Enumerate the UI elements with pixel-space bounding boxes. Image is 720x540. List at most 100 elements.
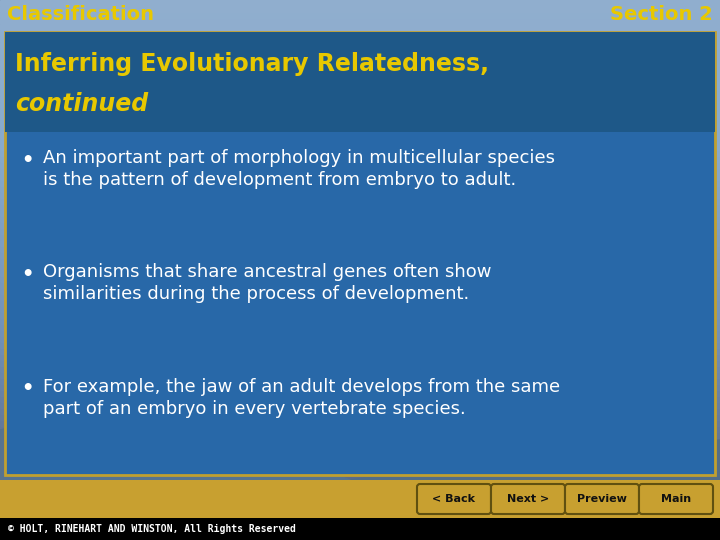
Text: is the pattern of development from embryo to adult.: is the pattern of development from embry… [43, 171, 516, 189]
Bar [0, 492, 720, 495]
Bar [0, 78, 720, 84]
Bar [0, 0, 720, 30]
Text: •: • [21, 151, 33, 170]
Bar [0, 354, 720, 360]
Text: •: • [21, 379, 33, 399]
Bar [0, 234, 720, 240]
Bar [0, 60, 720, 66]
Text: Classification: Classification [7, 5, 154, 24]
Bar [0, 204, 720, 210]
Bar [0, 426, 720, 432]
Bar [0, 414, 720, 420]
FancyBboxPatch shape [491, 484, 565, 514]
Bar [0, 531, 720, 534]
FancyBboxPatch shape [565, 484, 639, 514]
Bar [0, 108, 720, 114]
Bar [0, 0, 720, 6]
Bar [0, 384, 720, 390]
Bar [0, 144, 720, 150]
Bar [0, 54, 720, 60]
Bar [0, 360, 720, 366]
Bar [0, 528, 720, 531]
Bar [0, 480, 720, 518]
Bar [0, 168, 720, 174]
Bar [0, 66, 720, 72]
Bar [0, 156, 720, 162]
Bar [0, 372, 720, 378]
Bar [0, 90, 720, 96]
Bar [0, 525, 720, 528]
Bar [0, 150, 720, 156]
Bar [0, 222, 720, 228]
Bar [0, 498, 720, 501]
Bar [0, 324, 720, 330]
FancyBboxPatch shape [639, 484, 713, 514]
Bar [0, 120, 720, 126]
Bar [0, 42, 720, 48]
Text: Next >: Next > [507, 494, 549, 504]
Text: continued: continued [15, 92, 148, 116]
Bar [0, 534, 720, 537]
Bar [0, 162, 720, 168]
Bar [0, 504, 720, 507]
Bar [0, 396, 720, 402]
Bar [0, 270, 720, 276]
Bar [0, 6, 720, 12]
Bar [0, 30, 720, 36]
Bar [0, 210, 720, 216]
Bar [0, 516, 720, 519]
Bar [0, 186, 720, 192]
Bar [0, 450, 720, 456]
Bar [0, 489, 720, 492]
Bar [0, 402, 720, 408]
Bar [0, 519, 720, 522]
Text: •: • [21, 265, 33, 284]
Bar [0, 192, 720, 198]
Text: An important part of morphology in multicellular species: An important part of morphology in multi… [43, 149, 555, 167]
Bar [0, 276, 720, 282]
Bar [0, 480, 720, 483]
Text: Organisms that share ancestral genes often show: Organisms that share ancestral genes oft… [43, 264, 492, 281]
Text: For example, the jaw of an adult develops from the same: For example, the jaw of an adult develop… [43, 378, 560, 396]
Bar [0, 513, 720, 516]
Bar [0, 114, 720, 120]
Bar [0, 537, 720, 540]
Text: Section 2: Section 2 [611, 5, 713, 24]
Bar [5, 32, 715, 475]
Polygon shape [350, 440, 720, 480]
Bar [0, 24, 720, 30]
Bar [0, 48, 720, 54]
Bar [0, 180, 720, 186]
Bar [0, 96, 720, 102]
Text: Inferring Evolutionary Relatedness,: Inferring Evolutionary Relatedness, [15, 52, 489, 76]
Text: < Back: < Back [433, 494, 475, 504]
Bar [0, 522, 720, 525]
Bar [0, 246, 720, 252]
Bar [0, 444, 720, 450]
Bar [0, 126, 720, 132]
Bar [0, 501, 720, 504]
Text: © HOLT, RINEHART AND WINSTON, All Rights Reserved: © HOLT, RINEHART AND WINSTON, All Rights… [8, 524, 296, 534]
Bar [0, 507, 720, 510]
Bar [0, 174, 720, 180]
Bar [0, 36, 720, 42]
Bar [0, 318, 720, 324]
Bar [0, 132, 720, 138]
Polygon shape [0, 410, 350, 480]
Text: part of an embryo in every vertebrate species.: part of an embryo in every vertebrate sp… [43, 400, 466, 418]
Bar [0, 294, 720, 300]
Bar [0, 84, 720, 90]
Bar [0, 198, 720, 204]
Bar [0, 102, 720, 108]
Bar [0, 288, 720, 294]
Bar [0, 378, 720, 384]
Bar [0, 228, 720, 234]
Bar [0, 240, 720, 246]
Bar [0, 282, 720, 288]
Bar [0, 462, 720, 468]
Bar [0, 312, 720, 318]
Bar [0, 12, 720, 18]
Bar [0, 390, 720, 396]
Bar [0, 330, 720, 336]
Bar [0, 300, 720, 306]
